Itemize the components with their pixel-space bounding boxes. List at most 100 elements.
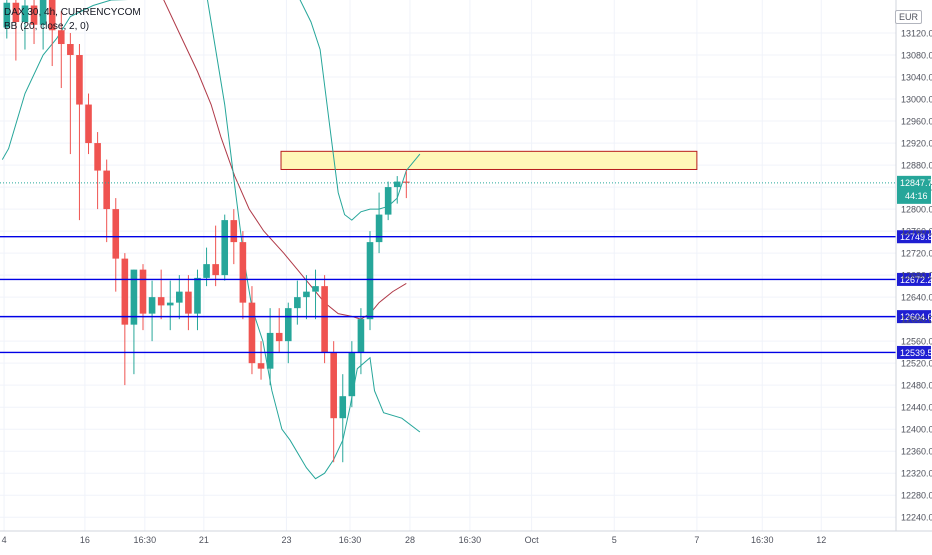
candle[interactable] — [48, 0, 56, 67]
candle-body[interactable] — [194, 277, 201, 314]
candle[interactable] — [266, 308, 274, 386]
symbol-legend[interactable]: DAX 30, 4h, CURRENCYCOM — [4, 7, 141, 18]
candle-body[interactable] — [384, 187, 392, 215]
candle-body[interactable] — [203, 264, 210, 278]
candle-body[interactable] — [30, 5, 38, 25]
candle-body[interactable] — [239, 242, 247, 303]
candle[interactable] — [148, 280, 156, 342]
candle-body[interactable] — [248, 302, 256, 364]
candle-body[interactable] — [166, 302, 174, 306]
candle-body[interactable] — [366, 242, 374, 320]
resistance-zone[interactable] — [280, 150, 698, 170]
chart-legend[interactable]: DAX 30, 4h, CURRENCYCOM BB (20, close, 2… — [4, 6, 141, 34]
candle-body[interactable] — [112, 209, 120, 259]
candle-body[interactable] — [94, 143, 101, 171]
candle-body[interactable] — [48, 0, 56, 31]
candle-body[interactable] — [257, 363, 265, 369]
candle[interactable] — [330, 341, 337, 463]
candle[interactable] — [321, 275, 328, 364]
candle[interactable] — [39, 0, 47, 50]
candle-body[interactable] — [139, 269, 147, 314]
candle[interactable] — [366, 231, 374, 331]
candle[interactable] — [393, 176, 401, 204]
indicator-legend[interactable]: BB (20, close, 2, 0) — [4, 21, 90, 32]
candle[interactable] — [176, 275, 183, 320]
candle-body[interactable] — [157, 297, 165, 306]
candle-body[interactable] — [403, 181, 410, 183]
candle-body[interactable] — [130, 269, 138, 325]
candle[interactable] — [94, 132, 101, 210]
candle[interactable] — [221, 214, 229, 281]
candle-body[interactable] — [266, 332, 274, 369]
candle[interactable] — [303, 275, 310, 320]
candle[interactable] — [275, 308, 283, 353]
candle-body[interactable] — [230, 220, 238, 243]
candle[interactable] — [357, 308, 365, 375]
candle[interactable] — [185, 275, 192, 331]
candle-body[interactable] — [221, 220, 229, 276]
candle-body[interactable] — [185, 291, 192, 314]
candle[interactable] — [312, 269, 319, 320]
candle[interactable] — [375, 192, 383, 254]
candle-body[interactable] — [3, 2, 11, 28]
candle-body[interactable] — [284, 308, 292, 342]
candle-body[interactable] — [375, 214, 383, 243]
candle-body[interactable] — [21, 5, 29, 23]
last-price-badge[interactable] — [897, 175, 931, 204]
candle-body[interactable] — [121, 258, 129, 325]
candle-body[interactable] — [330, 352, 337, 419]
candle[interactable] — [403, 170, 410, 199]
candle[interactable] — [212, 225, 219, 287]
candle[interactable] — [3, 0, 11, 39]
candle-body[interactable] — [212, 264, 219, 276]
time-tick-label: 12 — [816, 535, 826, 545]
candle[interactable] — [67, 33, 74, 155]
candle-body[interactable] — [12, 2, 20, 23]
currency-badge[interactable]: EUR — [894, 10, 922, 24]
candle-body[interactable] — [103, 170, 110, 210]
candle-body[interactable] — [294, 297, 301, 309]
candle[interactable] — [130, 269, 138, 375]
candle[interactable] — [21, 0, 29, 50]
candles[interactable] — [3, 0, 410, 463]
price-tick-label: 12480.0 — [901, 381, 932, 391]
candle[interactable] — [76, 44, 83, 221]
candle-body[interactable] — [76, 55, 83, 105]
candle[interactable] — [248, 286, 256, 375]
candle-body[interactable] — [85, 104, 92, 144]
candle-body[interactable] — [339, 396, 347, 419]
candle[interactable] — [384, 181, 392, 221]
candle[interactable] — [30, 0, 38, 45]
candle-body[interactable] — [312, 286, 319, 292]
candle-body[interactable] — [321, 286, 328, 353]
candle-body[interactable] — [393, 181, 401, 188]
candle[interactable] — [294, 280, 301, 325]
candle-body[interactable] — [148, 297, 156, 314]
candle[interactable] — [57, 11, 65, 89]
candle[interactable] — [194, 269, 201, 331]
candle-body[interactable] — [67, 44, 74, 56]
candle[interactable] — [339, 374, 347, 463]
candle-body[interactable] — [176, 291, 183, 303]
candle-body[interactable] — [303, 291, 310, 298]
candle-body[interactable] — [275, 332, 283, 342]
candle[interactable] — [12, 0, 20, 61]
horizontal-levels[interactable]: 12749.8 12672.2 12604.6 12539.5 — [0, 230, 932, 359]
candle[interactable] — [85, 93, 92, 155]
candle[interactable] — [103, 159, 110, 243]
candle[interactable] — [112, 198, 120, 292]
candle[interactable] — [166, 280, 174, 331]
candle[interactable] — [239, 231, 247, 320]
candle-body[interactable] — [357, 319, 365, 353]
candle[interactable] — [139, 264, 147, 331]
candle-body[interactable] — [39, 0, 47, 25]
resistance-zone-rect[interactable] — [280, 150, 698, 170]
candle-body[interactable] — [348, 352, 356, 397]
candle-body[interactable] — [57, 30, 65, 45]
candle[interactable] — [121, 253, 129, 386]
candle[interactable] — [157, 269, 165, 320]
candle[interactable] — [257, 341, 265, 380]
